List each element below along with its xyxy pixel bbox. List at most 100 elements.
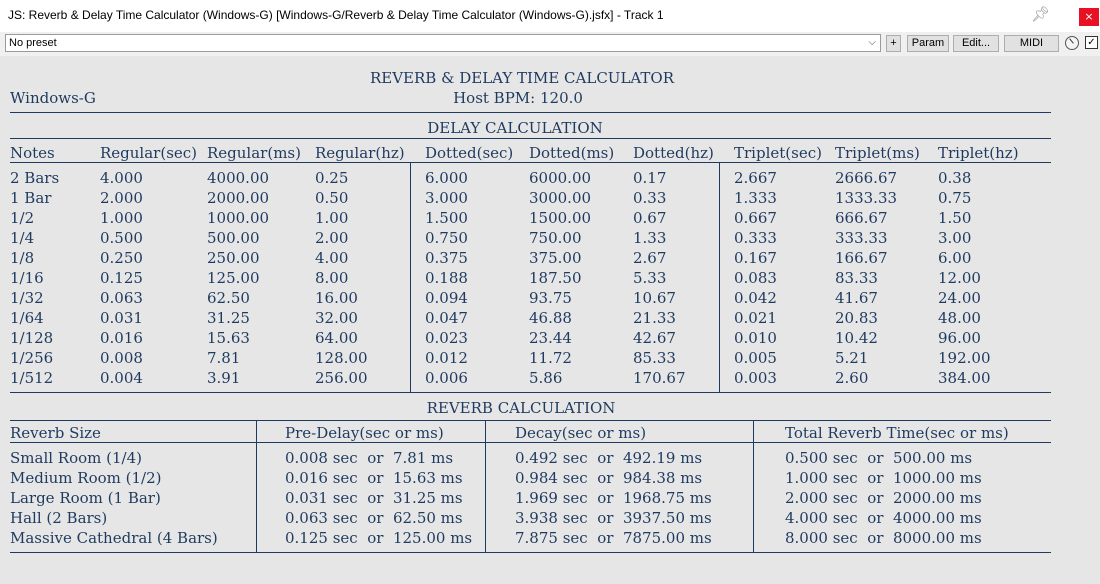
delay-cell-regular-sec: 4.000: [100, 169, 143, 187]
delay-cell-triplet-hz: 24.00: [938, 289, 981, 307]
wet-knob-icon[interactable]: [1065, 36, 1079, 50]
delay-cell-triplet-sec: 1.333: [734, 189, 777, 207]
delay-header-regular-hz: Regular(hz): [315, 144, 405, 162]
delay-cell-triplet-hz: 96.00: [938, 329, 981, 347]
delay-cell-dotted-hz: 5.33: [633, 269, 667, 287]
delay-cell-dotted-sec: 6.000: [425, 169, 468, 187]
delay-cell-notes: 1/64: [10, 309, 44, 327]
reverb-cell-total: 1.000 sec or 1000.00 ms: [785, 469, 982, 487]
delay-heading: DELAY CALCULATION: [427, 119, 603, 137]
delay-cell-triplet-hz: 0.75: [938, 189, 972, 207]
midi-button[interactable]: MIDI: [1004, 35, 1059, 52]
delay-cell-regular-ms: 125.00: [207, 269, 260, 287]
title-bar: JS: Reverb & Delay Time Calculator (Wind…: [0, 0, 1100, 32]
plugin-title: REVERB & DELAY TIME CALCULATOR: [369, 69, 675, 87]
delay-cell-regular-ms: 250.00: [207, 249, 260, 267]
preset-value: No preset: [9, 37, 57, 49]
delay-cell-dotted-sec: 3.000: [425, 189, 468, 207]
reverb-cell-total: 0.500 sec or 500.00 ms: [785, 449, 973, 467]
add-preset-button[interactable]: +: [886, 35, 901, 52]
delay-cell-dotted-ms: 93.75: [529, 289, 572, 307]
delay-cell-notes: 1 Bar: [10, 189, 52, 207]
delay-cell-triplet-hz: 192.00: [938, 349, 991, 367]
delay-header-triplet-sec: Triplet(sec): [734, 144, 822, 162]
delay-header-triplet-hz: Triplet(hz): [938, 144, 1019, 162]
delay-cell-regular-hz: 16.00: [315, 289, 358, 307]
delay-cell-triplet-hz: 12.00: [938, 269, 981, 287]
delay-cell-regular-hz: 4.00: [315, 249, 349, 267]
bypass-checkbox[interactable]: ✓: [1085, 36, 1098, 49]
delay-cell-dotted-hz: 10.67: [633, 289, 676, 307]
delay-cell-dotted-hz: 85.33: [633, 349, 676, 367]
delay-cell-regular-hz: 128.00: [315, 349, 368, 367]
delay-cell-regular-hz: 1.00: [315, 209, 349, 227]
delay-header-dotted-ms: Dotted(ms): [529, 144, 615, 162]
delay-cell-regular-sec: 0.250: [100, 249, 143, 267]
preset-dropdown[interactable]: No preset ⌵: [5, 34, 881, 52]
reverb-header-pre-delay: Pre-Delay(sec or ms): [285, 424, 444, 442]
delay-header-notes: Notes: [10, 144, 55, 162]
delay-cell-dotted-ms: 1500.00: [529, 209, 592, 227]
chevron-down-icon: ⌵: [868, 37, 876, 48]
delay-cell-regular-ms: 15.63: [207, 329, 250, 347]
reverb-cell-decay: 3.938 sec or 3937.50 ms: [515, 509, 712, 527]
delay-cell-regular-sec: 2.000: [100, 189, 143, 207]
delay-cell-regular-hz: 64.00: [315, 329, 358, 347]
delay-cell-triplet-hz: 1.50: [938, 209, 972, 227]
delay-cell-regular-ms: 500.00: [207, 229, 260, 247]
delay-cell-dotted-sec: 0.375: [425, 249, 468, 267]
delay-cell-triplet-ms: 166.67: [835, 249, 888, 267]
fx-toolbar: No preset ⌵ + Param Edit... MIDI ✓: [0, 32, 1100, 56]
delay-cell-triplet-sec: 0.083: [734, 269, 777, 287]
delay-header-dotted-hz: Dotted(hz): [633, 144, 714, 162]
delay-cell-regular-hz: 0.50: [315, 189, 349, 207]
delay-cell-triplet-sec: 0.005: [734, 349, 777, 367]
pin-icon[interactable]: 📌︎: [1031, 5, 1051, 23]
delay-cell-dotted-hz: 42.67: [633, 329, 676, 347]
reverb-cell-decay: 0.492 sec or 492.19 ms: [515, 449, 703, 467]
delay-cell-regular-sec: 0.031: [100, 309, 143, 327]
delay-cell-dotted-ms: 5.86: [529, 369, 563, 387]
reverb-cell-pre-delay: 0.016 sec or 15.63 ms: [285, 469, 463, 487]
close-button[interactable]: ×: [1079, 8, 1099, 26]
delay-cell-triplet-ms: 41.67: [835, 289, 878, 307]
delay-cell-regular-ms: 2000.00: [207, 189, 270, 207]
edit-button[interactable]: Edit...: [953, 35, 999, 52]
delay-cell-dotted-sec: 0.006: [425, 369, 468, 387]
delay-cell-dotted-sec: 1.500: [425, 209, 468, 227]
delay-cell-notes: 1/4: [10, 229, 35, 247]
delay-header-regular-ms: Regular(ms): [207, 144, 301, 162]
param-button[interactable]: Param: [907, 35, 949, 52]
reverb-cell-pre-delay: 0.031 sec or 31.25 ms: [285, 489, 463, 507]
reverb-cell-total: 2.000 sec or 2000.00 ms: [785, 489, 982, 507]
delay-cell-regular-ms: 31.25: [207, 309, 250, 327]
delay-cell-notes: 1/8: [10, 249, 35, 267]
column-divider: [256, 420, 257, 552]
delay-cell-regular-hz: 0.25: [315, 169, 349, 187]
delay-cell-dotted-hz: 21.33: [633, 309, 676, 327]
delay-cell-triplet-ms: 666.67: [835, 209, 888, 227]
delay-cell-regular-sec: 0.125: [100, 269, 143, 287]
reverb-cell-decay: 7.875 sec or 7875.00 ms: [515, 529, 712, 547]
reverb-cell-size: Medium Room (1/2): [10, 469, 162, 487]
delay-cell-regular-hz: 8.00: [315, 269, 349, 287]
delay-cell-dotted-ms: 46.88: [529, 309, 572, 327]
reverb-cell-decay: 1.969 sec or 1968.75 ms: [515, 489, 712, 507]
delay-cell-regular-sec: 0.016: [100, 329, 143, 347]
column-divider: [410, 162, 411, 392]
delay-cell-regular-ms: 1000.00: [207, 209, 270, 227]
delay-cell-triplet-ms: 1333.33: [835, 189, 898, 207]
delay-cell-notes: 1/2: [10, 209, 35, 227]
delay-cell-triplet-ms: 83.33: [835, 269, 878, 287]
delay-cell-dotted-sec: 0.094: [425, 289, 468, 307]
divider: [10, 392, 1051, 393]
delay-cell-triplet-hz: 3.00: [938, 229, 972, 247]
reverb-cell-size: Large Room (1 Bar): [10, 489, 161, 507]
delay-cell-triplet-ms: 333.33: [835, 229, 888, 247]
delay-cell-regular-hz: 256.00: [315, 369, 368, 387]
delay-cell-triplet-sec: 0.167: [734, 249, 777, 267]
delay-cell-dotted-ms: 23.44: [529, 329, 572, 347]
delay-cell-dotted-ms: 6000.00: [529, 169, 592, 187]
delay-cell-notes: 1/32: [10, 289, 44, 307]
reverb-cell-pre-delay: 0.063 sec or 62.50 ms: [285, 509, 463, 527]
